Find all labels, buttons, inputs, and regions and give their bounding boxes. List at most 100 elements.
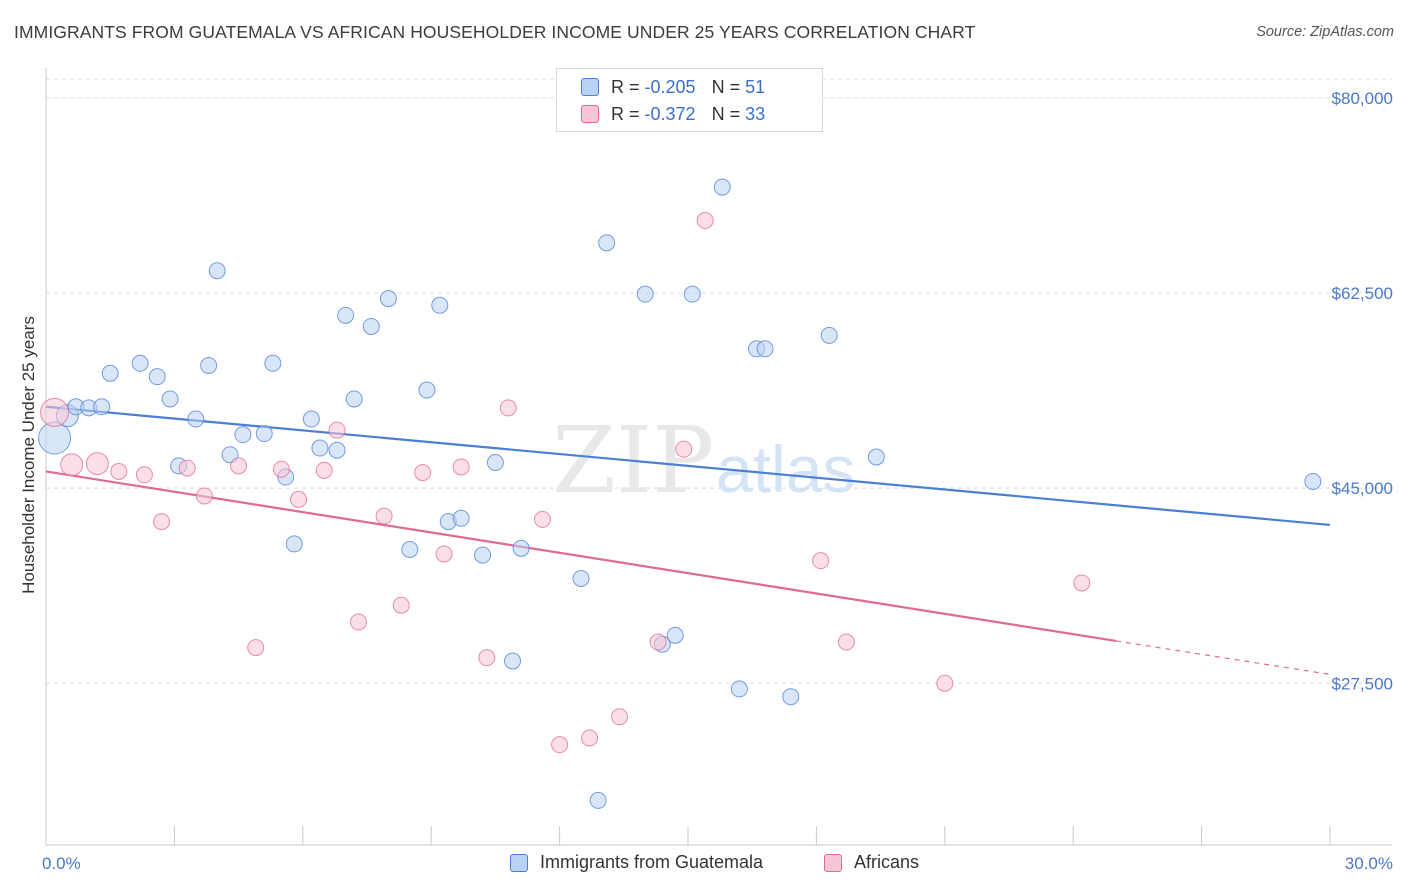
legend-n-value: 51: [745, 76, 766, 97]
legend-r-value: -0.205: [644, 76, 696, 97]
point-africans: [392, 596, 410, 614]
point-guatemala: [401, 540, 419, 558]
point-africans: [837, 633, 855, 651]
bottom-legend-africans: Africans: [824, 852, 919, 873]
point-africans: [85, 452, 109, 476]
point-africans: [230, 457, 248, 475]
point-guatemala: [131, 354, 149, 372]
point-africans: [1073, 574, 1091, 592]
point-guatemala: [311, 439, 329, 457]
point-africans: [290, 490, 308, 508]
point-africans: [675, 440, 693, 458]
point-guatemala: [683, 285, 701, 303]
y-tick-label: $27,500: [1332, 674, 1393, 693]
point-guatemala: [782, 688, 800, 706]
point-africans: [611, 708, 629, 726]
bottom-legend-label: Africans: [854, 852, 920, 872]
point-africans: [499, 399, 517, 417]
point-guatemala: [328, 441, 346, 459]
point-guatemala: [713, 178, 731, 196]
point-guatemala: [161, 390, 179, 408]
point-guatemala: [418, 381, 436, 399]
bottom-legend-swatch-pink: [824, 853, 842, 872]
y-tick-labels: $80,000 $62,500 $45,000 $27,500: [1332, 89, 1393, 693]
point-guatemala: [264, 354, 282, 372]
point-africans: [110, 462, 128, 480]
point-guatemala: [474, 546, 492, 564]
point-guatemala: [234, 426, 252, 444]
point-africans: [551, 736, 569, 754]
point-guatemala: [512, 539, 530, 557]
point-guatemala: [598, 234, 616, 252]
point-guatemala: [504, 652, 522, 670]
point-africans: [414, 464, 432, 482]
legend-r-value: -0.372: [644, 103, 696, 124]
watermark: ZIP atlas: [552, 407, 855, 514]
point-africans: [272, 460, 290, 478]
point-guatemala: [666, 626, 684, 644]
point-africans: [936, 674, 954, 692]
point-africans: [452, 458, 470, 476]
point-guatemala: [101, 364, 119, 382]
point-guatemala: [345, 390, 363, 408]
point-africans: [153, 513, 171, 531]
point-guatemala: [302, 410, 320, 428]
point-guatemala: [187, 410, 205, 428]
point-africans: [195, 487, 213, 505]
point-africans: [478, 649, 496, 667]
source-label: Source: ZipAtlas.com: [1256, 24, 1394, 40]
bottom-legend-label: Immigrants from Guatemala: [540, 852, 764, 872]
axes: [45, 68, 1392, 846]
point-africans: [435, 545, 453, 563]
y-tick-label: $80,000: [1332, 89, 1393, 108]
point-guatemala: [379, 290, 397, 308]
legend-row-africans: R = -0.372 N = 33: [581, 103, 765, 125]
legend: R = -0.205 N = 51 R = -0.372 N = 33: [556, 68, 823, 132]
point-africans: [649, 633, 667, 651]
point-guatemala: [285, 535, 303, 553]
point-guatemala: [431, 296, 449, 314]
point-africans: [696, 212, 714, 230]
x-tick-labels: 0.0% 30.0%: [42, 854, 1393, 873]
point-africans: [315, 461, 333, 479]
x-tick-label: 0.0%: [42, 854, 81, 873]
data-points: [38, 178, 1322, 809]
point-africans: [178, 459, 196, 477]
legend-n-value: 33: [745, 103, 766, 124]
point-guatemala: [452, 509, 470, 527]
legend-n-label: N =: [711, 76, 741, 97]
point-africans: [60, 453, 84, 477]
chart-title: IMMIGRANTS FROM GUATEMALA VS AFRICAN HOU…: [14, 22, 976, 42]
point-guatemala: [200, 357, 218, 375]
point-africans: [349, 613, 367, 631]
point-africans: [40, 397, 70, 427]
point-guatemala: [589, 791, 607, 809]
bottom-legend-swatch-blue: [510, 853, 528, 872]
point-guatemala: [730, 680, 748, 698]
x-tick-label: 30.0%: [1345, 854, 1393, 873]
legend-r-label: R =: [611, 76, 640, 97]
legend-row-guatemala: R = -0.205 N = 51: [581, 76, 765, 98]
point-guatemala: [93, 398, 111, 416]
grid-lines: [46, 78, 1392, 684]
trend-line-africans: [45, 470, 1117, 643]
legend-n-label: N =: [711, 103, 741, 124]
point-guatemala: [756, 340, 774, 358]
y-tick-label: $45,000: [1332, 479, 1393, 498]
point-guatemala: [867, 448, 885, 466]
trend-line-africans-extension: [1115, 640, 1331, 675]
watermark-atlas: atlas: [716, 432, 855, 506]
point-guatemala: [572, 569, 590, 587]
point-guatemala: [208, 262, 226, 280]
point-africans: [812, 552, 830, 570]
point-guatemala: [486, 454, 504, 472]
legend-swatch-pink: [581, 105, 599, 123]
point-africans: [328, 421, 346, 439]
point-africans: [375, 507, 393, 525]
bottom-legend-guatemala: Immigrants from Guatemala: [510, 852, 763, 873]
legend-r-label: R =: [611, 103, 640, 124]
point-africans: [135, 466, 153, 484]
point-guatemala: [337, 306, 355, 324]
point-guatemala: [255, 425, 273, 443]
